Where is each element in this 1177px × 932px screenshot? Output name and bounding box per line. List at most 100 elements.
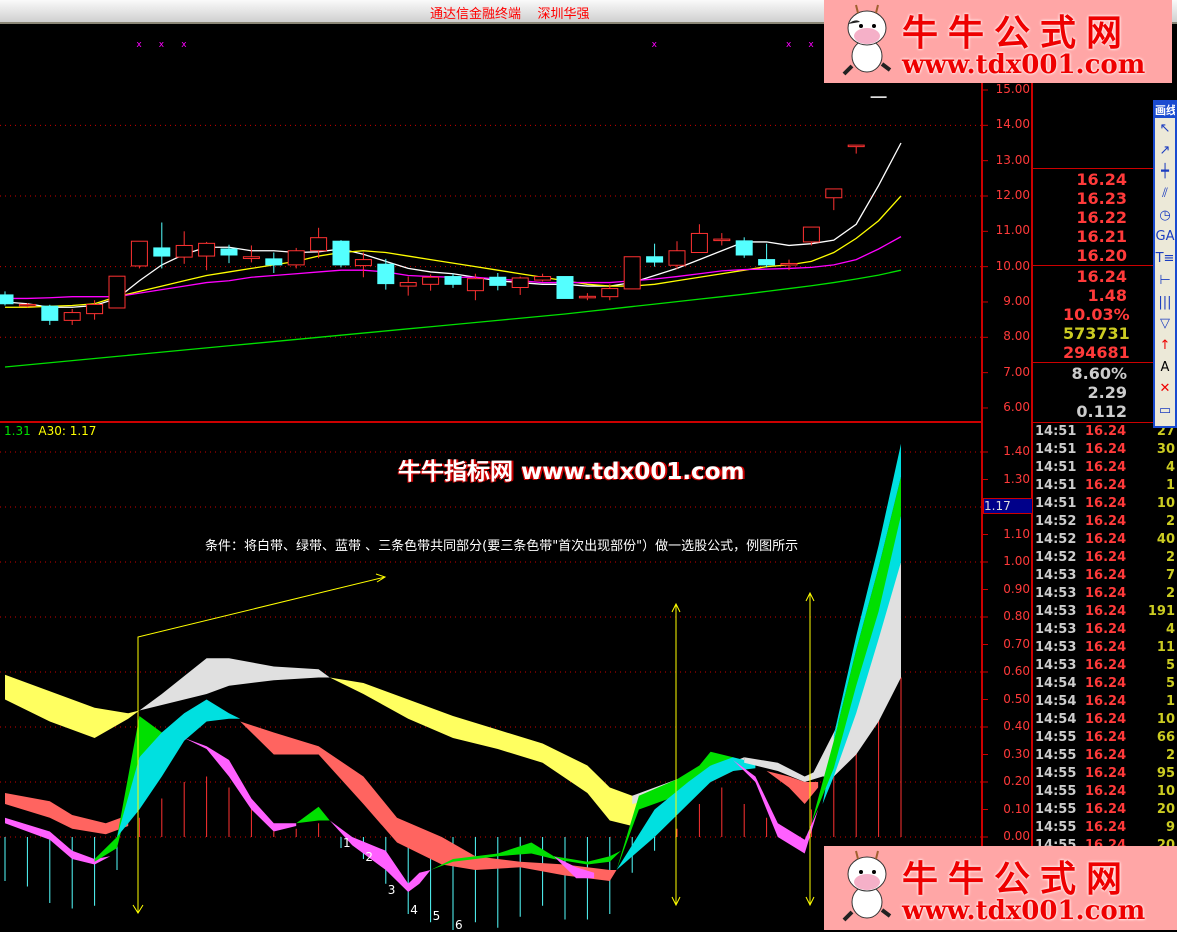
trade-volume: 30 bbox=[1156, 442, 1175, 457]
candle-body bbox=[511, 277, 529, 288]
indicator-axis-label: 0.70 bbox=[1003, 636, 1030, 651]
row-value: 294681 bbox=[1063, 343, 1130, 362]
trade-row: 14:53 16.24 4 bbox=[1033, 622, 1177, 640]
candle-body bbox=[399, 282, 417, 287]
trade-volume: 10 bbox=[1156, 496, 1175, 511]
indicator-axis-label: 0.50 bbox=[1003, 691, 1030, 706]
trade-time: 14:53 bbox=[1035, 658, 1077, 673]
trade-price: 16.24 bbox=[1085, 748, 1127, 763]
trade-time: 14:53 bbox=[1035, 640, 1077, 655]
signal-mark: x bbox=[786, 40, 792, 50]
candle-body bbox=[198, 242, 216, 257]
row-label: 卖四 bbox=[1035, 96, 1068, 115]
trade-volume: 95 bbox=[1156, 766, 1175, 781]
window-title: 通达信金融终端 深圳华强 bbox=[430, 7, 590, 22]
candle bbox=[153, 222, 171, 269]
candle bbox=[690, 224, 708, 254]
up-arrow-icon[interactable]: ↑ bbox=[1159, 337, 1171, 353]
golden-ratio-icon[interactable]: GA bbox=[1155, 229, 1175, 245]
indicator-axis-label: 1.40 bbox=[1003, 444, 1030, 458]
vertical-line-icon[interactable]: ┿ bbox=[1161, 164, 1169, 180]
logo-top: 牛牛公式网 www.tdx001.com bbox=[824, 0, 1172, 83]
ruler-icon[interactable]: ▭ bbox=[1158, 402, 1172, 418]
trade-price: 16.24 bbox=[1085, 820, 1127, 835]
trade-price: 16.24 bbox=[1085, 712, 1127, 727]
trade-volume: 2 bbox=[1165, 514, 1175, 529]
candle-body bbox=[41, 305, 59, 321]
candle bbox=[242, 245, 260, 263]
row-value: 16.21 bbox=[1076, 227, 1127, 246]
row-label-secondary: 最 bbox=[1132, 290, 1149, 309]
trade-row: 14:52 16.24 40 bbox=[1033, 532, 1177, 550]
indicator-axis-label: 1.10 bbox=[1003, 526, 1030, 541]
parallel-line-icon[interactable]: ⫽ bbox=[1162, 186, 1168, 202]
row-label: 收益(二) bbox=[1035, 406, 1096, 425]
candle bbox=[646, 243, 664, 267]
candle bbox=[130, 240, 148, 269]
candle bbox=[399, 276, 417, 296]
candle-body bbox=[713, 238, 731, 242]
bars-icon[interactable]: ||| bbox=[1158, 294, 1172, 310]
row-value: 16.24 bbox=[1076, 170, 1127, 189]
trade-time: 14:55 bbox=[1035, 820, 1077, 835]
candle bbox=[86, 300, 104, 320]
candle-body bbox=[332, 240, 350, 266]
indicator-band bbox=[766, 771, 819, 804]
section-divider bbox=[1033, 422, 1177, 423]
candle bbox=[780, 259, 798, 271]
candle-body bbox=[556, 276, 574, 299]
row-value: 2.29 bbox=[1087, 383, 1127, 402]
drawing-toolbar[interactable]: 画线 ↖ ↗ ┿ ⫽ ◷ GA T≡ ⊢ ||| ▽ ↑ A ✕ ▭ bbox=[1153, 100, 1177, 428]
indicator-band bbox=[94, 716, 185, 862]
circle-icon[interactable]: ◷ bbox=[1159, 207, 1171, 223]
row-value: 0.112 bbox=[1076, 402, 1127, 421]
candle bbox=[332, 240, 350, 268]
indicator-current-value: 1.17 bbox=[983, 498, 1033, 514]
logo-bottom: 牛牛公式网 www.tdx001.com bbox=[824, 846, 1177, 930]
price-axis-label: 9.00 bbox=[1003, 293, 1030, 308]
row-label: 总量 bbox=[1035, 328, 1068, 347]
indicator-band bbox=[240, 721, 617, 881]
candle-body bbox=[780, 262, 798, 266]
indicator-band bbox=[117, 699, 241, 837]
fork-icon[interactable]: ⊢ bbox=[1159, 272, 1171, 288]
candle bbox=[713, 233, 731, 246]
candle bbox=[310, 227, 328, 259]
cursor-icon[interactable]: ↖ bbox=[1159, 121, 1171, 136]
text-icon[interactable]: A bbox=[1160, 359, 1170, 375]
delete-icon[interactable]: ✕ bbox=[1159, 381, 1171, 397]
candle bbox=[578, 293, 596, 301]
trade-time: 14:53 bbox=[1035, 622, 1077, 637]
price-axis-label: 14.00 bbox=[995, 117, 1030, 132]
text-line-icon[interactable]: T≡ bbox=[1155, 251, 1175, 267]
row-value: 16.20 bbox=[1076, 246, 1127, 265]
trade-price: 16.24 bbox=[1085, 460, 1127, 475]
trade-row: 14:51 16.24 10 bbox=[1033, 496, 1177, 514]
wave-label: 4 bbox=[410, 903, 418, 917]
triangle-icon[interactable]: ▽ bbox=[1160, 316, 1170, 332]
candle-body bbox=[690, 232, 708, 254]
row-label: 买四 bbox=[1035, 231, 1068, 250]
trade-row: 14:52 16.24 2 bbox=[1033, 514, 1177, 532]
trade-volume: 1 bbox=[1165, 478, 1175, 493]
candle bbox=[108, 275, 126, 309]
wave-label: 5 bbox=[432, 909, 441, 923]
trade-time: 14:54 bbox=[1035, 712, 1077, 727]
line-icon[interactable]: ↗ bbox=[1159, 142, 1171, 158]
row-label: 卖二 bbox=[1035, 133, 1068, 152]
indicator-axis-label: 0.90 bbox=[1003, 581, 1030, 596]
indicator-band bbox=[833, 443, 901, 741]
arrow-head-icon bbox=[671, 602, 681, 907]
annotation-arrow bbox=[137, 576, 386, 913]
trade-row: 14:55 16.24 20 bbox=[1033, 802, 1177, 820]
row-label: 买五 bbox=[1035, 250, 1068, 269]
signal-mark: x bbox=[159, 40, 165, 50]
candle-body bbox=[668, 250, 686, 266]
candle bbox=[623, 256, 641, 290]
candle bbox=[489, 273, 507, 291]
row-label-secondary: PE bbox=[1132, 402, 1152, 421]
indicator-band bbox=[329, 820, 431, 892]
trade-volume: 5 bbox=[1165, 676, 1175, 691]
indicator-axis-label: 0.30 bbox=[1003, 746, 1030, 761]
